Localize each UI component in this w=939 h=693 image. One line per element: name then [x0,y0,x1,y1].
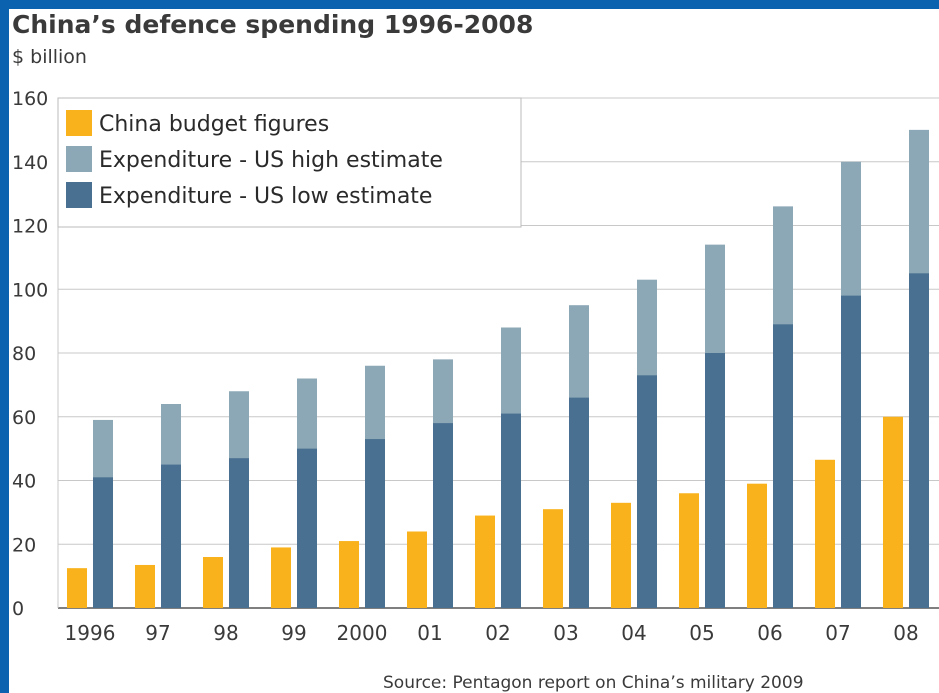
bar-budget [475,515,495,608]
bar-budget [543,509,563,608]
y-tick-label: 40 [12,471,36,493]
bar-budget [203,557,223,608]
x-tick-label: 06 [757,621,782,645]
bar-low-estimate [569,397,589,608]
x-tick-label: 05 [689,621,714,645]
y-axis: 0 20 40 60 80 100 120 140 160 [12,88,48,620]
x-tick-label: 03 [553,621,578,645]
legend-label: Expenditure - US low estimate [99,184,432,209]
bar-low-estimate [297,448,317,608]
y-tick-label: 60 [12,407,36,429]
bar-budget [135,564,155,608]
bar-budget [679,493,699,608]
chart-title: China’s defence spending 1996-2008 [12,10,533,39]
y-tick-label: 140 [12,152,48,174]
y-tick-label: 0 [12,598,24,620]
bars [67,129,929,608]
bar-low-estimate [705,353,725,608]
bar-budget [339,541,359,608]
chart-frame: China’s defence spending 1996-2008 $ bil… [9,9,939,693]
bar-low-estimate [637,375,657,608]
legend: China budget figures Expenditure - US hig… [57,97,522,228]
y-tick-label: 160 [12,88,48,110]
x-tick-label: 04 [621,621,646,645]
bar-low-estimate [229,458,249,608]
chart: China’s defence spending 1996-2008 $ bil… [12,10,939,693]
bar-low-estimate [365,439,385,608]
bar-low-estimate [93,477,113,608]
x-tick-label: 98 [213,621,238,645]
y-tick-label: 100 [12,279,48,301]
x-axis: 1996 97 98 99 2000 01 02 03 04 05 06 07 08 [65,621,919,645]
y-tick-label: 120 [12,216,48,238]
chart-subtitle: $ billion [12,46,87,68]
bar-budget [271,547,291,608]
x-tick-label: 02 [485,621,510,645]
legend-label: Expenditure - US high estimate [99,148,443,173]
legend-swatch [66,146,92,172]
x-tick-label: 99 [281,621,306,645]
source-note: Source: Pentagon report on China’s milit… [383,673,804,693]
bar-low-estimate [841,295,861,608]
bar-budget [407,531,427,608]
bar-budget [611,502,631,608]
y-tick-label: 80 [12,343,36,365]
legend-swatch [66,110,92,136]
bar-low-estimate [501,413,521,608]
bar-budget [815,459,835,608]
legend-swatch [66,182,92,208]
bar-budget [747,483,767,608]
bar-budget [67,568,87,608]
y-tick-label: 20 [12,534,36,556]
legend-box [57,97,522,228]
bar-low-estimate [909,273,929,608]
x-tick-label: 07 [825,621,850,645]
bar-low-estimate [433,423,453,608]
bar-low-estimate [773,324,793,608]
bar-low-estimate [161,464,181,608]
legend-label: China budget figures [99,112,329,137]
bar-budget [883,416,903,608]
x-tick-label: 2000 [337,621,388,645]
x-tick-label: 01 [417,621,442,645]
x-tick-label: 1996 [65,621,116,645]
x-tick-label: 97 [145,621,170,645]
x-tick-label: 08 [893,621,918,645]
